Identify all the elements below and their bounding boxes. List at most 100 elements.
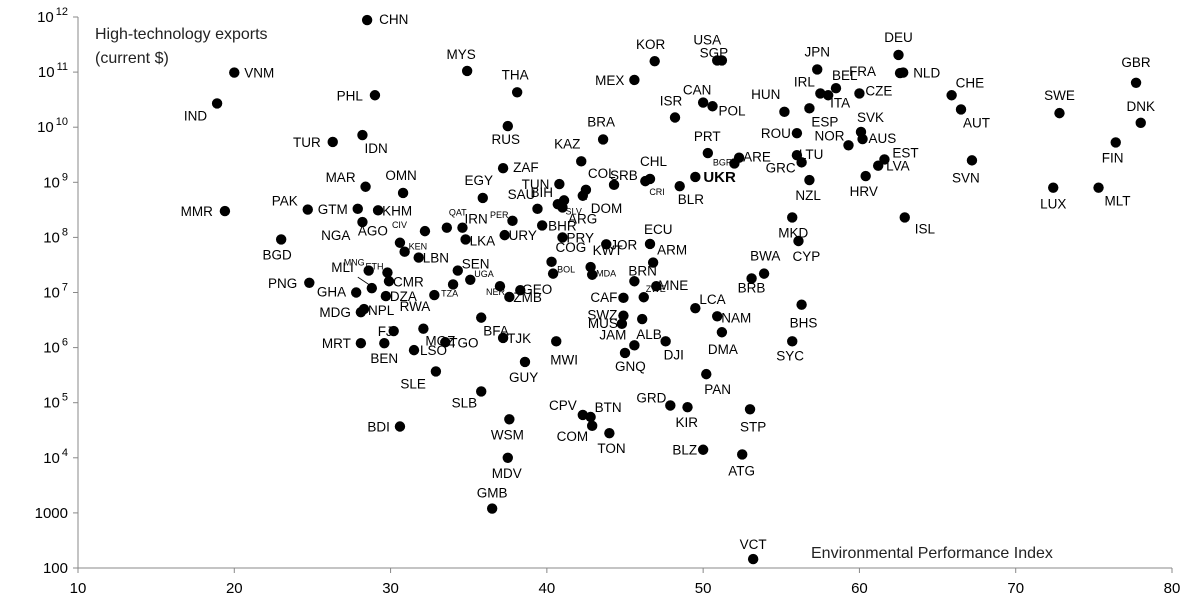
- y-tick-label: 10 6: [43, 337, 68, 357]
- point-label-isr: ISR: [660, 93, 683, 108]
- point-label-bel: BEL: [832, 68, 858, 83]
- point-egy: [478, 193, 488, 203]
- point-label-cyp: CYP: [792, 249, 820, 264]
- x-tick-labels: 10 20 30 40 50 60 70 80: [70, 568, 1181, 597]
- point-label-bih: BIH: [531, 185, 554, 200]
- point-label-deu: DEU: [884, 30, 913, 45]
- point-label-mmr: MMR: [181, 204, 213, 219]
- point-label-lbn: LBN: [423, 251, 449, 266]
- y-tick-label: 10 11: [38, 61, 68, 81]
- point-label-mex: MEX: [595, 73, 624, 88]
- point-label-atg: ATG: [728, 463, 755, 478]
- point-label-idn: IDN: [364, 141, 387, 156]
- point-label-kir: KIR: [676, 415, 699, 430]
- point-label-fji: FJI: [378, 324, 397, 339]
- x-tick-label: 10: [70, 580, 87, 597]
- point-label-svn: SVN: [952, 170, 980, 185]
- point-label-khm: KHM: [382, 203, 412, 218]
- point-gha: [351, 287, 361, 297]
- point-gnq: [620, 348, 630, 358]
- point-rwa: [429, 290, 439, 300]
- x-tick-label: 50: [695, 580, 712, 597]
- point-ecu: [645, 239, 655, 249]
- point-ben: [379, 338, 389, 348]
- point-label-svk: SVK: [857, 110, 884, 125]
- point-mar: [360, 182, 370, 192]
- point-label-lka: LKA: [470, 233, 496, 248]
- point-label-che: CHE: [956, 75, 985, 90]
- point-label-blz: BLZ: [672, 443, 697, 458]
- point-mwi: [551, 336, 561, 346]
- point-label-bra: BRA: [587, 114, 615, 129]
- point-label-ukr: UKR: [703, 169, 736, 186]
- point-alb: [637, 314, 647, 324]
- point-tur: [328, 137, 338, 147]
- point-pak: [303, 204, 313, 214]
- x-tick-label: 70: [1007, 580, 1024, 597]
- point-label-chl: CHL: [640, 154, 667, 169]
- point-vnm: [229, 67, 239, 77]
- point-aut: [956, 104, 966, 114]
- point-label-sgp: SGP: [700, 45, 729, 60]
- point-label-hun: HUN: [751, 87, 780, 102]
- y-tick-label: 10 12: [37, 6, 68, 26]
- point-isl: [900, 212, 910, 222]
- point-bwa: [759, 268, 769, 278]
- point-lva: [873, 161, 883, 171]
- point-label-bwa: BWA: [750, 249, 780, 264]
- point-label-syc: SYC: [776, 348, 804, 363]
- y-tick-label: 10 9: [43, 171, 68, 191]
- x-tick-label: 40: [539, 580, 556, 597]
- point-kor: [649, 56, 659, 66]
- point-bhs: [796, 300, 806, 310]
- point-label-phl: PHL: [337, 88, 364, 103]
- point-label-ton: TON: [597, 441, 625, 456]
- point-ton: [604, 428, 614, 438]
- point-label-lca: LCA: [699, 292, 725, 307]
- y-tick-label: 1000: [35, 505, 68, 522]
- point-mrt: [356, 338, 366, 348]
- point-label-bdi: BDI: [367, 419, 390, 434]
- point-bgd: [276, 234, 286, 244]
- point-label-zwe: ZWE: [646, 284, 666, 294]
- point-label-hrv: HRV: [850, 184, 878, 199]
- point-label-mdv: MDV: [492, 466, 522, 481]
- point-tha: [512, 87, 522, 97]
- point-dji: [660, 336, 670, 346]
- point-label-gnq: GNQ: [615, 359, 646, 374]
- point-label-guy: GUY: [509, 370, 538, 385]
- point-label-eth: ETH: [365, 262, 383, 272]
- point-label-btn: BTN: [595, 400, 622, 415]
- point-label-srb: SRB: [610, 168, 638, 183]
- point-nor: [843, 140, 853, 150]
- point-label-nor: NOR: [814, 128, 844, 143]
- y-axis-title-line1: High-technology exports: [95, 26, 268, 43]
- point-label-per: PER: [490, 210, 509, 220]
- point-label-pol: POL: [719, 103, 747, 118]
- point-label-alb: ALB: [636, 327, 662, 342]
- point-label-ita: ITA: [830, 95, 850, 110]
- point-gtm: [353, 204, 363, 214]
- point-label-blr: BLR: [678, 192, 705, 207]
- point-sle: [431, 366, 441, 376]
- point-label-lva: LVA: [886, 159, 910, 174]
- point-mmr: [220, 206, 230, 216]
- point-label-are: ARE: [743, 150, 771, 165]
- point-vct: [748, 554, 758, 564]
- point-kir: [682, 402, 692, 412]
- point-label-can: CAN: [683, 83, 712, 98]
- y-tick-label: 10 5: [43, 392, 68, 412]
- point-label-dnk: DNK: [1126, 99, 1155, 114]
- point-label-mys: MYS: [447, 47, 476, 62]
- point-label-mda: MDA: [596, 269, 616, 279]
- point-label-jam: JAM: [599, 327, 626, 342]
- x-tick-label: 60: [851, 580, 868, 597]
- point-eth: [382, 267, 392, 277]
- point-label-bfa: BFA: [483, 324, 509, 339]
- point-label-swe: SWE: [1044, 88, 1075, 103]
- point-kaz: [576, 156, 586, 166]
- point-label-kwt: KWT: [593, 243, 623, 258]
- point-label-ecu: ECU: [644, 222, 673, 237]
- point-label-irn: IRN: [464, 212, 487, 227]
- point-label-bhs: BHS: [790, 316, 818, 331]
